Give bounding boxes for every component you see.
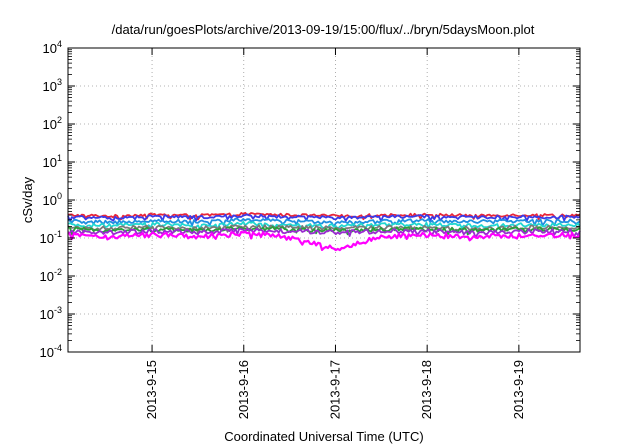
y-tick-label: 10-4 bbox=[40, 343, 62, 360]
series-line bbox=[67, 227, 581, 239]
y-tick-label: 100 bbox=[43, 191, 62, 208]
y-tick-label: 10-1 bbox=[40, 229, 62, 246]
series-group bbox=[67, 211, 581, 252]
series-line bbox=[67, 213, 581, 223]
x-tick-label: 2013-9-16 bbox=[236, 360, 251, 419]
series-line bbox=[67, 211, 581, 221]
grid bbox=[68, 48, 580, 352]
y-tick-label: 10-2 bbox=[40, 267, 62, 284]
x-tick-label: 2013-9-18 bbox=[419, 360, 434, 419]
y-tick-label: 104 bbox=[43, 39, 62, 56]
y-tick-label: 10-3 bbox=[40, 305, 62, 322]
y-tick-label: 103 bbox=[43, 77, 62, 94]
x-tick-label: 2013-9-15 bbox=[144, 360, 159, 419]
x-axis-label: Coordinated Universal Time (UTC) bbox=[224, 429, 423, 444]
y-tick-label: 101 bbox=[43, 153, 62, 170]
x-tick-label: 2013-9-19 bbox=[511, 360, 526, 419]
y-tick-label: 102 bbox=[43, 115, 62, 132]
y-axis-label: cSv/day bbox=[20, 176, 35, 223]
x-axis: 2013-9-15 2013-9-16 2013-9-17 2013-9-18 2013… bbox=[144, 48, 526, 419]
series-line bbox=[67, 217, 581, 228]
chart-title: /data/run/goesPlots/archive/2013-09-19/1… bbox=[112, 22, 535, 37]
y-axis: 10-4 10-3 10-2 10-1 100 101 102 103 104 bbox=[40, 39, 580, 360]
series-line bbox=[67, 230, 581, 252]
x-tick-label: 2013-9-17 bbox=[327, 360, 342, 419]
